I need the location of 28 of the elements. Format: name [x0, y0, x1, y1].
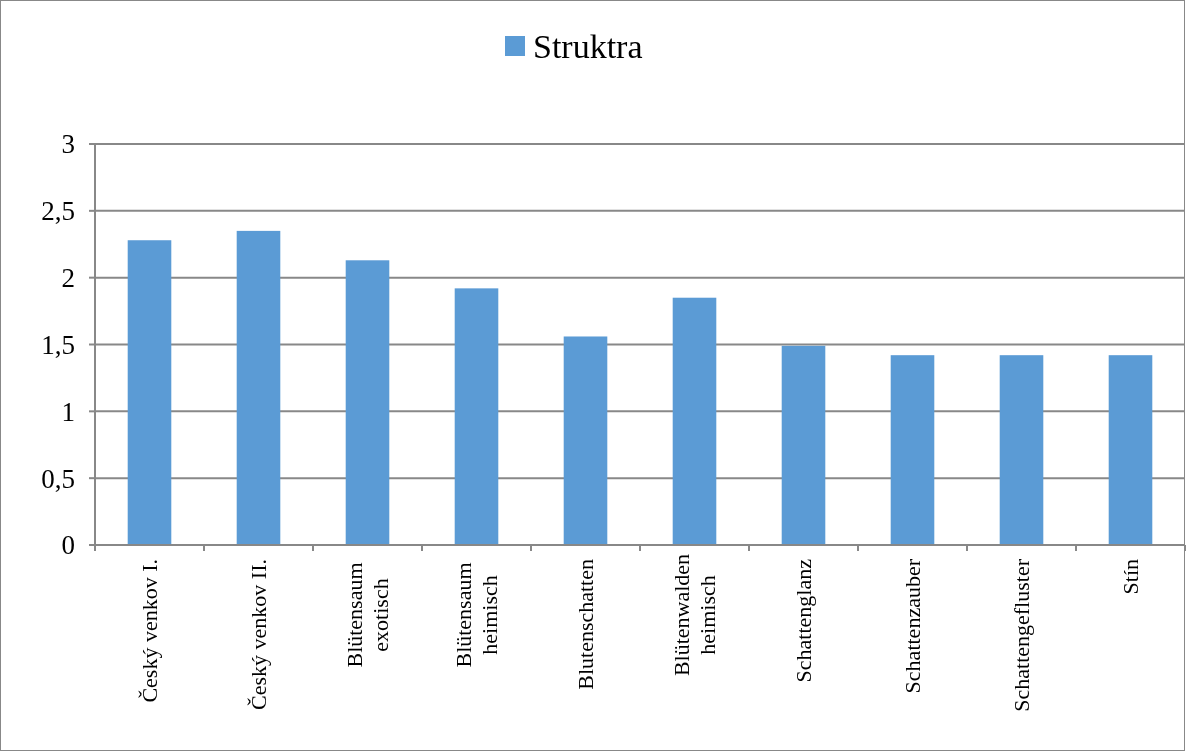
- bar: [127, 240, 172, 545]
- x-tick-label: Blütensaum exotisch: [342, 562, 394, 668]
- bar: [563, 336, 608, 545]
- y-tick-label: 2,5: [41, 196, 75, 227]
- x-tick-label: Schattenglanz: [791, 558, 817, 683]
- x-tick-label: Blütenwalden heimisch: [669, 553, 721, 677]
- y-tick-label: 0: [61, 530, 75, 561]
- bar: [345, 260, 390, 545]
- y-tick-label: 2: [61, 263, 75, 294]
- bar: [236, 230, 281, 545]
- x-tick-label: Schattenzauber: [900, 558, 926, 694]
- x-tick-label: Český venkov I.: [137, 559, 163, 703]
- x-tick-label: Český venkov II.: [246, 559, 272, 710]
- x-tick-label: Blutenschatten: [573, 559, 599, 690]
- bar: [890, 355, 935, 545]
- bar: [781, 345, 826, 545]
- bar: [454, 288, 499, 545]
- bar: [999, 355, 1044, 545]
- x-tick-label: Schattengefluster: [1009, 558, 1035, 712]
- y-tick-label: 3: [61, 129, 75, 160]
- y-tick-label: 0,5: [41, 463, 75, 494]
- y-tick-label: 1: [61, 396, 75, 427]
- bar: [1108, 355, 1153, 545]
- legend-label: Struktra: [533, 27, 643, 65]
- y-tick-label: 1,5: [41, 329, 75, 360]
- x-tick-label: Blütensaum heimisch: [451, 562, 503, 668]
- bar: [672, 297, 717, 545]
- x-tick-label: Stín: [1118, 559, 1144, 595]
